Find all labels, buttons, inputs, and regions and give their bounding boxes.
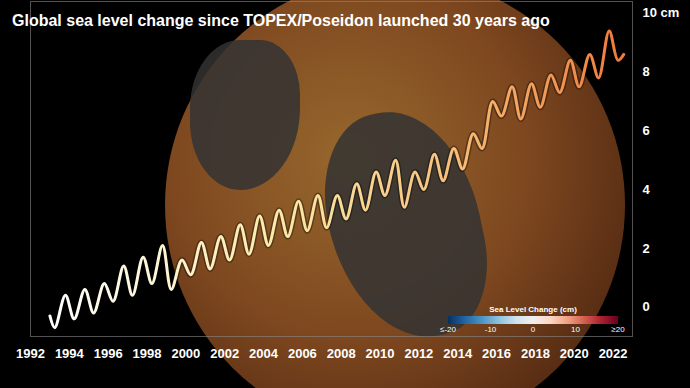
svg-text:10 cm: 10 cm — [643, 5, 680, 20]
html-text:Sea Level Change (cm): Sea Level Change (cm) — [489, 305, 577, 314]
svg-text:2002: 2002 — [210, 346, 239, 361]
svg-text:2010: 2010 — [366, 346, 395, 361]
svg-text:2008: 2008 — [327, 346, 356, 361]
html-text:Global sea level change since: Global sea level change since TOPEX/Pose… — [12, 12, 550, 29]
svg-text:2004: 2004 — [249, 346, 279, 361]
svg-text:2020: 2020 — [560, 346, 589, 361]
svg-text:4: 4 — [643, 182, 651, 197]
html-text:-10: -10 — [484, 325, 497, 334]
svg-text:2012: 2012 — [404, 346, 433, 361]
svg-text:0: 0 — [643, 299, 650, 314]
html-text:≤-20: ≤-20 — [440, 325, 456, 334]
svg-text:1996: 1996 — [94, 346, 123, 361]
svg-text:2016: 2016 — [482, 346, 511, 361]
svg-text:2: 2 — [643, 241, 650, 256]
html-text:0: 0 — [530, 325, 536, 334]
svg-text:2000: 2000 — [171, 346, 200, 361]
svg-text:8: 8 — [643, 64, 650, 79]
svg-text:2006: 2006 — [288, 346, 317, 361]
svg-text:2022: 2022 — [599, 346, 628, 361]
svg-text:2014: 2014 — [443, 346, 473, 361]
svg-text:1994: 1994 — [55, 346, 85, 361]
html-text:≥20: ≥20 — [611, 325, 625, 334]
svg-text:1992: 1992 — [16, 346, 45, 361]
svg-text:6: 6 — [643, 123, 650, 138]
svg-text:1998: 1998 — [133, 346, 162, 361]
svg-text:2018: 2018 — [521, 346, 550, 361]
html-text:10: 10 — [571, 325, 580, 334]
